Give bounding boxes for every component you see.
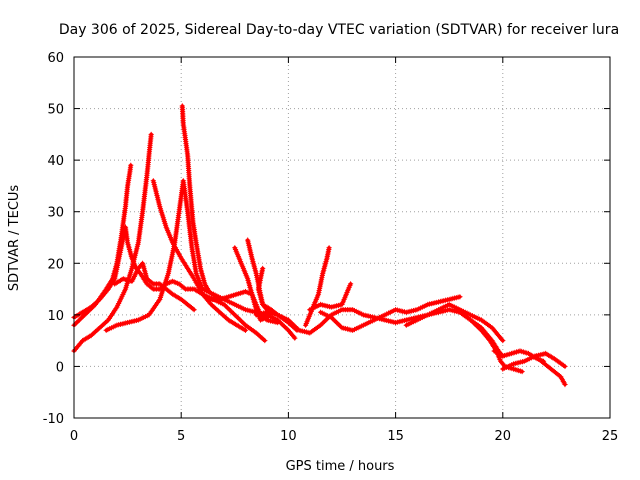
x-tick-label: 10 xyxy=(280,429,297,444)
series-track-9 xyxy=(232,245,270,323)
series-track-7 xyxy=(179,103,219,300)
y-tick-label: 30 xyxy=(47,206,64,221)
x-tick-label: 0 xyxy=(70,429,78,444)
series-track-6 xyxy=(150,178,249,333)
series-track-15 xyxy=(317,294,463,333)
x-axis-label: GPS time / hours xyxy=(286,459,395,474)
series-markers xyxy=(500,350,568,372)
y-tick-label: 20 xyxy=(47,257,64,272)
chart-title: Day 306 of 2025, Sidereal Day-to-day VTE… xyxy=(59,22,619,38)
x-tick-label: 25 xyxy=(602,429,619,444)
series-markers xyxy=(457,309,525,375)
series-markers xyxy=(150,178,249,333)
y-axis-label: SDTVAR / TECUs xyxy=(7,185,22,292)
series-track-14 xyxy=(307,281,354,313)
series-track-5 xyxy=(112,260,197,313)
series-markers xyxy=(179,103,219,300)
plot-frame xyxy=(73,56,611,419)
series-markers xyxy=(403,301,506,344)
x-tick-label: 20 xyxy=(495,429,512,444)
y-tick-label: 0 xyxy=(56,360,64,375)
y-tick-label: 40 xyxy=(47,154,64,169)
series-markers xyxy=(317,294,463,333)
series-markers xyxy=(532,353,568,388)
axis-ticks: 0 5 10 15 20 25 -10 0 10 20 30 40 50 60 xyxy=(43,51,619,444)
series-markers xyxy=(232,245,270,323)
grid xyxy=(74,57,610,418)
y-tick-label: 10 xyxy=(47,309,64,324)
series-track-20 xyxy=(532,353,568,388)
y-tick-label: 60 xyxy=(47,51,64,66)
y-tick-label: -10 xyxy=(43,412,64,427)
series-track-3 xyxy=(71,131,154,354)
series-track-13 xyxy=(302,245,332,328)
x-tick-label: 15 xyxy=(387,429,404,444)
data-series xyxy=(71,103,568,388)
series-markers xyxy=(307,281,354,313)
y-tick-label: 50 xyxy=(47,103,64,118)
x-tick-label: 5 xyxy=(177,429,185,444)
series-markers xyxy=(112,260,197,313)
